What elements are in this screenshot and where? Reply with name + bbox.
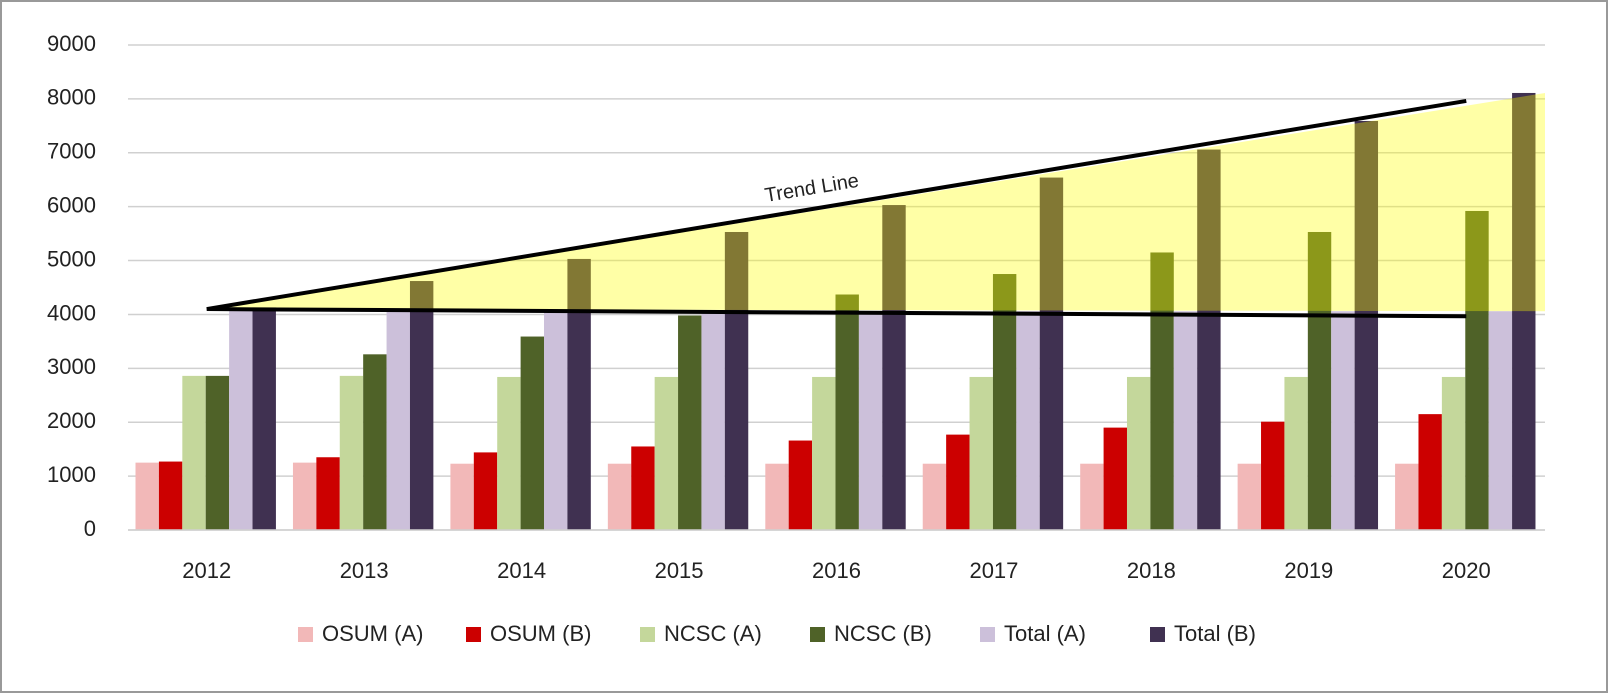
- y-tick-label: 7000: [47, 139, 96, 164]
- y-tick-label: 2000: [47, 408, 96, 433]
- bar: [1261, 421, 1285, 530]
- legend-swatch: [810, 627, 825, 642]
- bar: [882, 205, 906, 531]
- y-tick-label: 9000: [47, 31, 96, 56]
- legend-label: NCSC (B): [834, 621, 932, 646]
- bar: [1080, 463, 1104, 530]
- bar: [835, 294, 859, 530]
- bar: [473, 452, 498, 530]
- y-tick-label: 6000: [47, 192, 96, 217]
- trend-line: [206, 98, 1467, 312]
- bar: [678, 315, 702, 530]
- bar: [701, 311, 725, 530]
- x-tick-label: 2012: [182, 558, 231, 583]
- bar: [922, 463, 947, 530]
- bar: [229, 309, 253, 530]
- x-tick-label: 2015: [655, 558, 704, 583]
- bar: [520, 336, 545, 530]
- bar: [316, 457, 340, 530]
- bar: [1488, 311, 1513, 530]
- bar: [1197, 149, 1221, 531]
- bar: [1512, 92, 1536, 530]
- legend-swatch: [1150, 627, 1165, 642]
- bar: [1039, 177, 1064, 531]
- bar: [858, 311, 883, 530]
- bar: [544, 311, 568, 530]
- bar: [812, 376, 836, 530]
- bar: [1150, 252, 1174, 530]
- y-tick-label: 0: [84, 516, 96, 541]
- y-tick-label: 1000: [47, 462, 96, 487]
- bar: [450, 463, 474, 530]
- bar: [946, 434, 970, 530]
- legend-label: NCSC (A): [664, 621, 762, 646]
- legend-label: Total (A): [1004, 621, 1086, 646]
- legend-label: Total (B): [1174, 621, 1256, 646]
- y-tick-label: 3000: [47, 354, 96, 379]
- bar: [158, 461, 183, 530]
- bar: [1307, 231, 1332, 530]
- baseline-line: [206, 307, 1467, 319]
- legend-swatch: [298, 627, 313, 642]
- y-tick-label: 5000: [47, 246, 96, 271]
- bar: [1331, 311, 1355, 530]
- x-tick-label: 2020: [1442, 558, 1491, 583]
- bar: [1126, 376, 1151, 530]
- bar: [135, 462, 159, 530]
- bar: [1284, 376, 1308, 530]
- legend-swatch: [466, 627, 481, 642]
- x-tick-label: 2014: [497, 558, 546, 583]
- bar: [182, 375, 206, 530]
- bar: [205, 375, 230, 530]
- bar: [1418, 414, 1442, 530]
- bar: [631, 446, 655, 530]
- bar: [1465, 210, 1489, 530]
- legend-label: OSUM (B): [490, 621, 591, 646]
- bar: [409, 281, 434, 530]
- bar: [292, 462, 317, 530]
- bar: [607, 463, 632, 530]
- bar: [363, 354, 387, 530]
- bar: [567, 258, 591, 530]
- y-tick-label: 8000: [47, 85, 96, 110]
- legend-swatch: [640, 627, 655, 642]
- bar: [992, 274, 1017, 530]
- bar: [497, 376, 521, 530]
- x-tick-label: 2016: [812, 558, 861, 583]
- legend-swatch: [980, 627, 995, 642]
- bar: [252, 307, 276, 530]
- legend-label: OSUM (A): [322, 621, 423, 646]
- bar: [1016, 311, 1040, 530]
- y-tick-label: 4000: [47, 300, 96, 325]
- x-tick-label: 2019: [1284, 558, 1333, 583]
- bar: [339, 375, 364, 530]
- bar: [724, 231, 749, 530]
- bar: [386, 309, 410, 530]
- bar: [1103, 427, 1127, 530]
- x-tick-label: 2013: [340, 558, 389, 583]
- bar: [1395, 463, 1419, 530]
- bar: [788, 440, 813, 530]
- bar: [1237, 463, 1262, 530]
- bar: [1173, 311, 1198, 530]
- bar: [654, 376, 679, 530]
- trend-area: [206, 92, 1546, 312]
- x-tick-label: 2017: [969, 558, 1018, 583]
- bar: [1354, 120, 1379, 530]
- bar: [1441, 376, 1466, 530]
- x-tick-label: 2018: [1127, 558, 1176, 583]
- bar: [969, 376, 993, 530]
- bar: [765, 463, 789, 530]
